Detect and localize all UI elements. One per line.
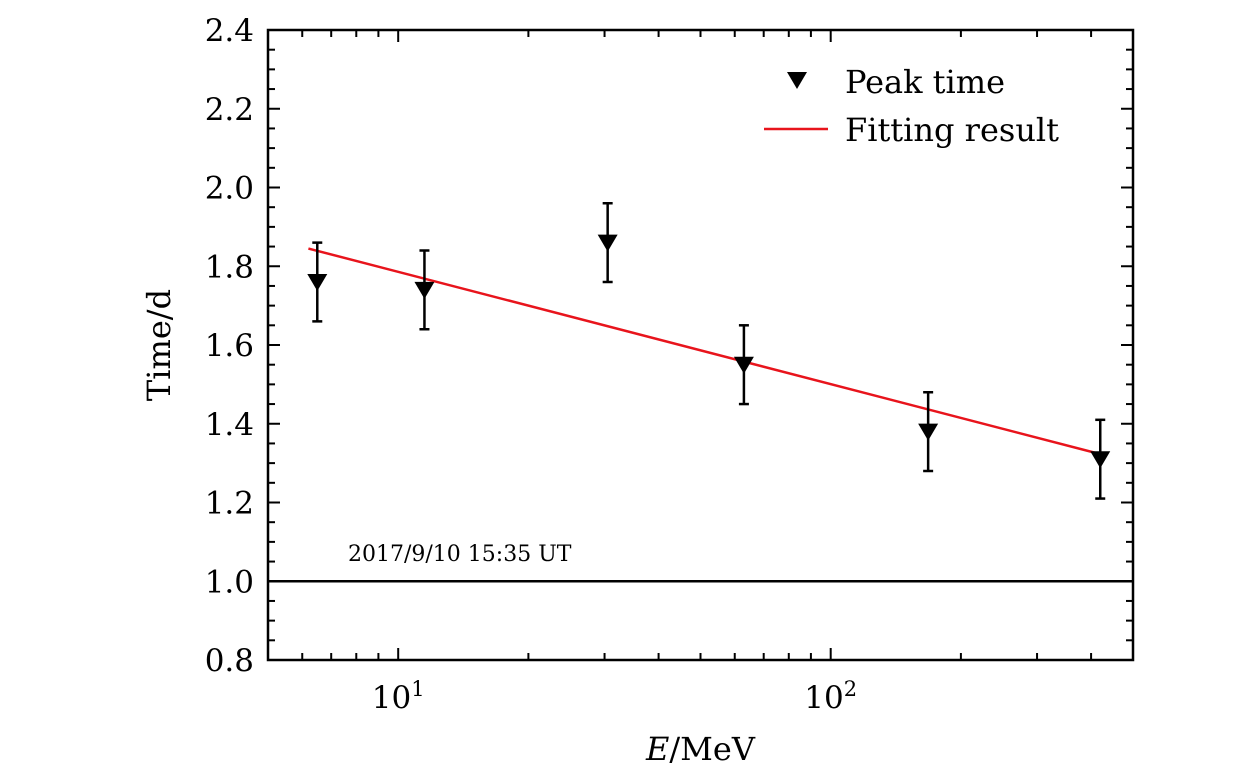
x-axis-title-variable: E (645, 730, 669, 768)
peak-time-point-2 (414, 249, 435, 331)
fit-layer (308, 247, 1105, 457)
peak-time-point-6 (1090, 418, 1111, 500)
x-axis-title: E/MeV (645, 730, 756, 768)
peak-time-point-5 (918, 391, 939, 473)
peak-time-point-1 (307, 241, 328, 323)
legend: Peak time Fitting result (764, 63, 1059, 149)
y-tick-label: 1.6 (205, 328, 254, 364)
x-axis-title-unit: /MeV (669, 730, 755, 768)
peak-time-marker (597, 234, 618, 252)
x-tick-label: 101 (372, 677, 425, 716)
peak-time-point-4 (733, 324, 754, 406)
y-tick-label: 1.0 (205, 564, 254, 600)
x-tick-label: 102 (804, 677, 857, 716)
plot-frame (266, 28, 1135, 662)
peak-time-marker (918, 423, 939, 441)
y-axis-title: Time/d (140, 289, 178, 401)
peak-time-marker (1090, 451, 1111, 469)
legend-peak-time-marker (787, 72, 807, 89)
legend-fitting-result-label: Fitting result (845, 111, 1059, 149)
peak-time-marker (307, 274, 328, 291)
legend-peak-time-label: Peak time (845, 63, 1005, 101)
peak-time-point-3 (597, 202, 618, 284)
y-tick-label: 2.2 (205, 92, 254, 128)
y-tick-label: 2.0 (205, 171, 254, 207)
y-tick-label: 0.8 (205, 643, 254, 679)
timestamp-annotation: 2017/9/10 15:35 UT (348, 542, 572, 567)
points-layer (307, 202, 1111, 500)
y-tick-label: 1.8 (205, 249, 254, 285)
y-tick-label: 2.4 (205, 13, 254, 49)
fitting-result-line (308, 247, 1105, 457)
y-tick-label: 1.4 (205, 407, 254, 443)
peak-time-marker (733, 356, 754, 374)
y-tick-label: 1.2 (205, 486, 254, 522)
peak-time-marker (414, 281, 435, 299)
